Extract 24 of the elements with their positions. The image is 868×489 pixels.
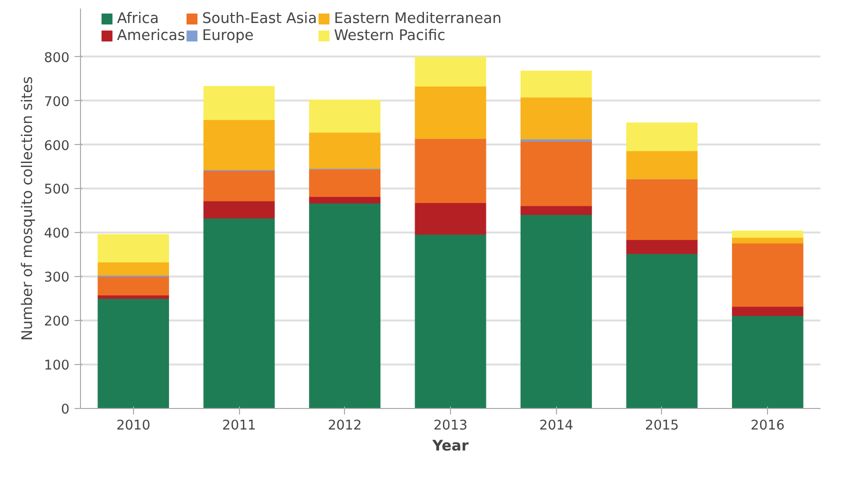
legend-label: Africa	[117, 10, 159, 27]
legend-label: South-East Asia	[202, 10, 317, 27]
x-tick-label: 2013	[434, 418, 468, 434]
y-axis-title: Number of mosquito collection sites	[19, 76, 36, 341]
y-tick-label: 0	[61, 402, 70, 418]
x-tick-label: 2015	[644, 418, 679, 434]
y-tick-label: 600	[44, 138, 70, 154]
y-tick-label: 200	[44, 314, 70, 330]
x-tick-label: 2014	[539, 418, 574, 434]
x-tick-label: 2016	[750, 418, 785, 434]
legend-label: Western Pacific	[334, 27, 446, 44]
y-tick-label: 100	[44, 358, 70, 374]
legend-label: Eastern Mediterranean	[334, 10, 502, 27]
y-tick-label: 400	[44, 226, 70, 242]
x-axis-title: Year	[431, 438, 470, 454]
legend-label: Americas	[117, 27, 186, 44]
y-tick-label: 700	[44, 94, 70, 110]
y-tick-label: 500	[44, 182, 70, 198]
y-tick-label: 800	[44, 50, 70, 66]
x-tick-label: 2011	[222, 418, 256, 434]
y-tick-label: 300	[44, 270, 70, 286]
legend-label: Europe	[202, 27, 254, 44]
x-tick-label: 2010	[116, 418, 150, 434]
x-tick-label: 2012	[328, 418, 362, 434]
